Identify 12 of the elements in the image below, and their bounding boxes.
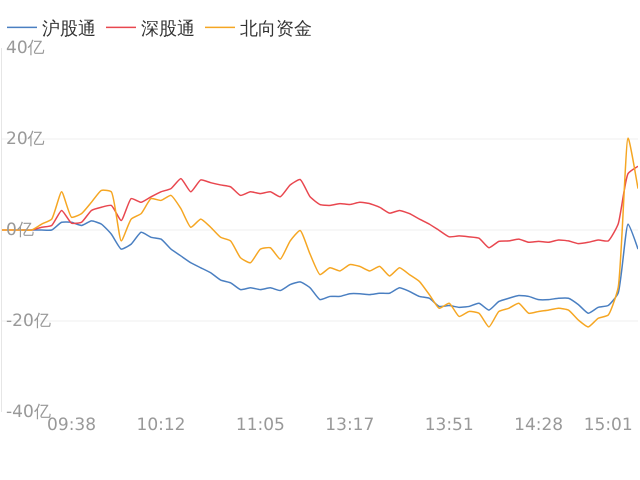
y-tick-label: 40亿 xyxy=(6,38,45,58)
legend-label: 沪股通 xyxy=(42,18,96,40)
legend-label: 深股通 xyxy=(141,18,195,40)
x-tick-label: 11:05 xyxy=(236,415,285,435)
y-tick-label: -20亿 xyxy=(6,311,51,331)
y-tick-label: 20亿 xyxy=(6,129,45,149)
x-tick-label: 14:28 xyxy=(514,415,564,435)
x-tick-label: 13:51 xyxy=(424,415,474,435)
x-tick-label: 15:01 xyxy=(584,415,633,435)
legend-label: 北向资金 xyxy=(240,18,312,40)
x-tick-label: 10:12 xyxy=(136,415,186,435)
x-tick-label: 13:17 xyxy=(325,415,374,435)
